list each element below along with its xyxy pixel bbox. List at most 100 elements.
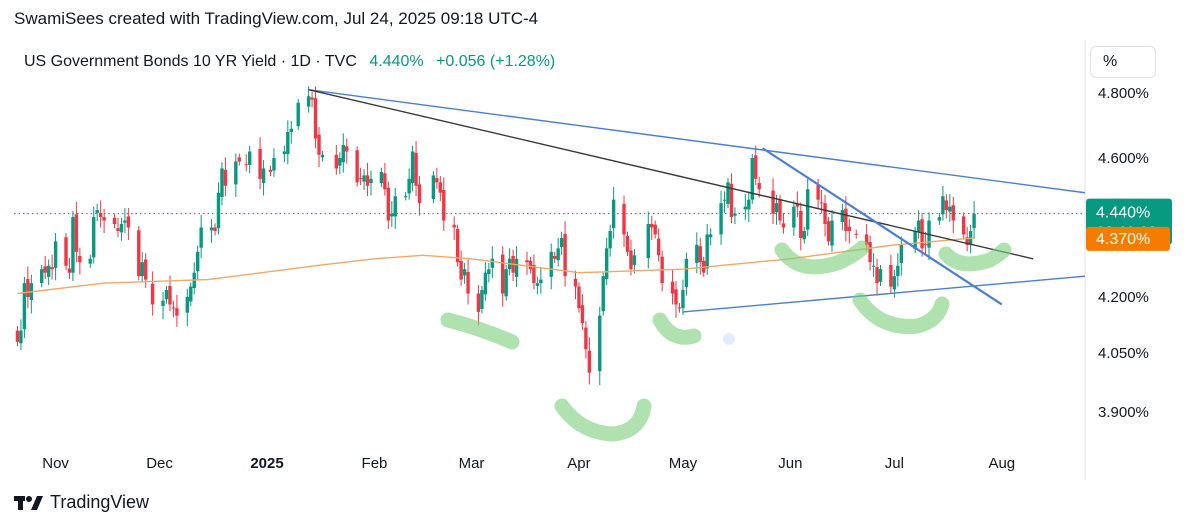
candle[interactable] [414,141,418,197]
candle[interactable] [677,302,682,313]
candle[interactable] [598,306,602,386]
drawing-channel-top[interactable] [308,88,1086,194]
candle[interactable] [438,176,443,202]
candle[interactable] [22,276,27,339]
candle[interactable] [670,269,675,305]
candle[interactable] [192,262,196,295]
candle[interactable] [951,196,955,234]
candle[interactable] [611,187,616,239]
candle[interactable] [209,219,214,243]
candle[interactable] [92,206,96,264]
candle[interactable] [625,231,630,256]
candle[interactable] [726,178,730,209]
candle[interactable] [282,145,287,163]
candle[interactable] [258,137,262,190]
candle[interactable] [306,86,311,113]
symbol-title[interactable]: US Government Bonds 10 YR Yield · 1D · T… [24,53,357,70]
candle[interactable] [830,210,834,252]
candle[interactable] [604,237,609,286]
candle[interactable] [452,216,456,241]
candle[interactable] [629,240,633,276]
candle[interactable] [535,276,540,295]
candle[interactable] [123,208,127,234]
candle[interactable] [119,217,124,241]
candle[interactable] [459,250,463,286]
candle[interactable] [539,267,543,294]
candle[interactable] [875,258,879,296]
candle[interactable] [313,86,318,149]
candle[interactable] [40,265,44,288]
candle[interactable] [379,167,384,188]
candle[interactable] [650,215,654,241]
candle[interactable] [386,181,391,229]
candle[interactable] [417,176,422,216]
candle[interactable] [584,320,588,359]
drawing-channel-bottom[interactable] [682,275,1086,313]
candle[interactable] [140,251,144,283]
candle[interactable] [729,173,734,224]
candle[interactable] [948,194,952,222]
candle[interactable] [923,231,928,256]
candle[interactable] [223,157,228,197]
candle[interactable] [213,223,217,236]
candle[interactable] [71,210,75,282]
candle[interactable] [528,256,533,274]
candle[interactable] [708,228,713,246]
candle[interactable] [144,253,148,288]
candle[interactable] [67,258,72,279]
candle[interactable] [365,162,370,197]
candle[interactable] [549,243,553,290]
candle[interactable] [871,253,876,277]
candle[interactable] [320,150,325,162]
candle[interactable] [622,195,626,247]
candle[interactable] [261,160,266,196]
candle[interactable] [774,194,779,225]
candle[interactable] [462,262,467,284]
candle[interactable] [234,153,238,197]
candle[interactable] [653,220,657,239]
candle[interactable] [563,221,567,287]
candle[interactable] [317,126,321,168]
candle[interactable] [899,236,904,276]
candle[interactable] [660,250,664,292]
candle[interactable] [237,153,241,166]
candle[interactable] [175,294,179,327]
candle[interactable] [577,282,581,313]
candle[interactable] [646,211,650,269]
candle[interactable] [743,194,748,220]
candle[interactable] [393,187,397,229]
candle[interactable] [754,145,758,186]
candle[interactable] [868,235,872,271]
candle[interactable] [480,285,484,314]
candle[interactable] [171,300,176,318]
candle[interactable] [112,213,117,229]
candle[interactable] [587,337,592,385]
candle[interactable] [29,274,34,314]
candle[interactable] [632,249,637,274]
candle[interactable] [189,282,193,306]
candle[interactable] [220,162,224,206]
candle[interactable] [46,259,51,286]
candle[interactable] [916,210,921,239]
candle[interactable] [161,292,165,320]
candle[interactable] [580,294,585,330]
candle[interactable] [268,165,273,177]
candle[interactable] [684,252,689,296]
candle[interactable] [88,254,92,268]
candle[interactable] [369,170,373,196]
candle[interactable] [937,212,942,225]
candle[interactable] [407,168,411,200]
candle[interactable] [272,148,276,177]
candle[interactable] [355,146,359,187]
candle[interactable] [719,190,723,245]
candle[interactable] [345,138,349,164]
candle[interactable] [889,254,893,293]
candle[interactable] [244,154,248,172]
candle[interactable] [466,259,470,305]
candle[interactable] [53,233,58,281]
candle[interactable] [601,271,605,316]
candle[interactable] [403,192,408,201]
candle[interactable] [50,254,54,280]
candle[interactable] [674,281,678,318]
candle[interactable] [137,226,141,281]
